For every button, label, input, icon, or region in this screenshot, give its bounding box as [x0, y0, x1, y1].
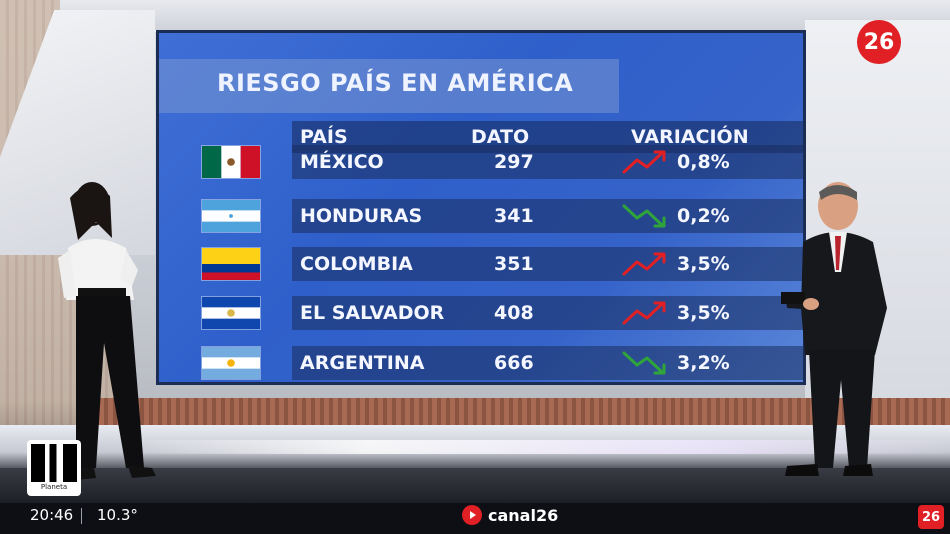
screen-title: RIESGO PAÍS EN AMÉRICA — [217, 69, 574, 97]
studio-back-wall-stripes — [90, 398, 950, 428]
variation-value: 3,5% — [677, 253, 730, 275]
country-value: 408 — [494, 302, 534, 324]
mini-channel-logo: 26 — [918, 505, 944, 529]
play-icon — [462, 505, 482, 525]
studio-floor-light — [120, 440, 950, 454]
country-name: EL SALVADOR — [300, 302, 445, 324]
row-background — [292, 145, 803, 179]
trend-down-icon — [622, 204, 666, 228]
variation-value: 3,2% — [677, 352, 730, 374]
presenter-man — [781, 182, 887, 476]
row-background — [292, 199, 803, 233]
row-background — [292, 247, 803, 281]
temperature: 10.3° — [97, 506, 138, 524]
country-value: 666 — [494, 352, 534, 374]
header-pais: PAÍS — [300, 126, 348, 148]
variation-value: 0,8% — [677, 151, 730, 173]
trend-up-icon — [622, 301, 666, 325]
argentina-flag — [201, 346, 261, 380]
variation-value: 0,2% — [677, 205, 730, 227]
channel-logo: 26 — [857, 20, 901, 64]
header-dato: DATO — [471, 126, 530, 148]
colombia-flag — [201, 247, 261, 281]
title-bar — [159, 59, 619, 113]
country-name: COLOMBIA — [300, 253, 413, 275]
country-name: MÉXICO — [300, 151, 384, 173]
qr-pattern — [31, 444, 77, 482]
qr-label: Planeta — [40, 483, 68, 491]
row-background — [292, 346, 803, 380]
country-name: ARGENTINA — [300, 352, 425, 374]
mexico-flag — [201, 145, 261, 179]
qr-code: Planeta — [27, 440, 81, 496]
honduras-flag — [201, 199, 261, 233]
variation-value: 3,5% — [677, 302, 730, 324]
country-name: HONDURAS — [300, 205, 423, 227]
ticker-separator — [81, 508, 82, 524]
channel-name: canal26 — [488, 505, 559, 525]
country-value: 341 — [494, 205, 534, 227]
header-variacion: VARIACIÓN — [631, 126, 749, 148]
row-background — [292, 296, 803, 330]
video-wall: RIESGO PAÍS EN AMÉRICA PAÍS DATO VARIACI… — [156, 30, 806, 385]
presenter-woman — [58, 182, 156, 480]
trend-up-icon — [622, 150, 666, 174]
country-value: 351 — [494, 253, 534, 275]
country-value: 297 — [494, 151, 534, 173]
channel-handle: canal26 — [462, 505, 558, 525]
trend-down-icon — [622, 351, 666, 375]
trend-up-icon — [622, 252, 666, 276]
clock: 20:46 — [30, 506, 74, 524]
el-salvador-flag — [201, 296, 261, 330]
